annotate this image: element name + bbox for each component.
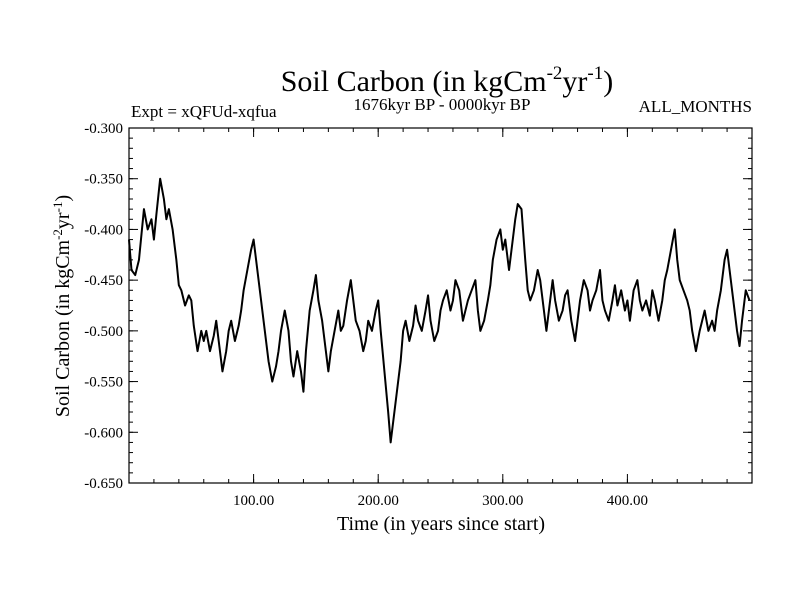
y-axis-title: Soil Carbon (in kgCm-2yr-1): [50, 195, 74, 417]
months-label: ALL_MONTHS: [639, 97, 752, 116]
chart-title: Soil Carbon (in kgCm-2yr-1): [281, 63, 614, 98]
axis-tick-labels: -0.300 -0.350 -0.400 -0.450 -0.500 -0.550 -0.6…: [84, 121, 648, 509]
plot-frame: [128, 127, 753, 484]
y-tick-label: -0.450: [84, 273, 123, 289]
x-axis-title: Time (in years since start): [337, 513, 545, 535]
axis-ticks: [128, 127, 753, 484]
experiment-label: Expt = xQFUd-xqfua: [131, 102, 277, 121]
x-tick-label: 100.00: [233, 493, 274, 509]
x-tick-label: 300.00: [482, 493, 523, 509]
time-range-label: 1676kyr BP - 0000kyr BP: [354, 95, 531, 114]
y-tick-label: -0.600: [84, 425, 123, 441]
y-tick-label: -0.350: [84, 172, 123, 188]
y-tick-label: -0.550: [84, 375, 123, 391]
y-tick-label: -0.650: [84, 476, 123, 492]
y-tick-label: -0.400: [84, 222, 123, 238]
x-tick-label: 200.00: [358, 493, 399, 509]
soil-carbon-series-line: [128, 177, 751, 444]
x-tick-label: 400.00: [607, 493, 648, 509]
y-tick-label: -0.500: [84, 324, 123, 340]
y-tick-label: -0.300: [84, 121, 123, 137]
